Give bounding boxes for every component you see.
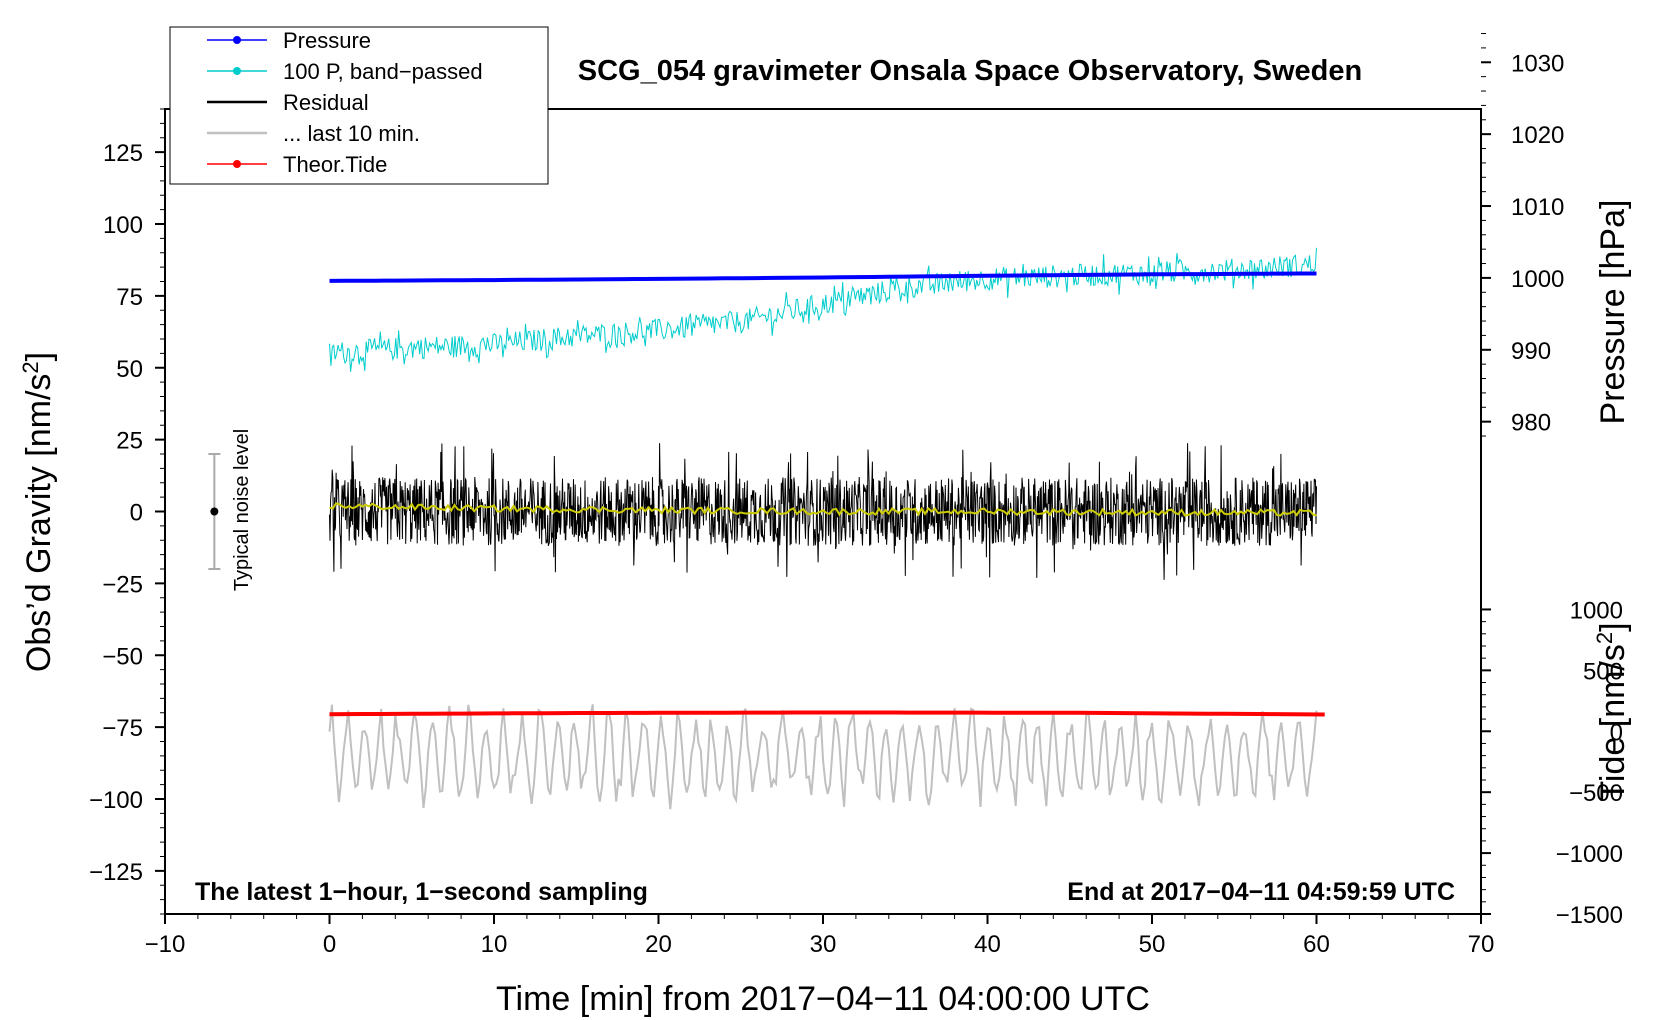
y-tick-label-0: 125: [103, 140, 143, 167]
y-tick-label-8: −75: [102, 715, 143, 742]
y-tick-label-9: −100: [89, 787, 143, 814]
series-bandpassed-line: [329, 247, 1317, 372]
pressure-tick-label-4: 990: [1511, 338, 1551, 365]
y-tick-label-7: −50: [102, 643, 143, 670]
x-tick-label-2: 10: [481, 931, 508, 958]
legend-entry-last10: ... last 10 min.: [207, 121, 420, 146]
y-axis-title-pressure: Pressure [hPa]: [1594, 200, 1632, 425]
noise-label: Typical noise level: [231, 429, 253, 591]
series-tide-line: [329, 710, 1325, 717]
pressure-tick-label-3: 1000: [1511, 266, 1564, 293]
tide-tick-label-4: −1000: [1556, 841, 1623, 868]
x-tick-label-7: 60: [1303, 931, 1330, 958]
legend-label-bandpassed: 100 P, band−passed: [283, 59, 483, 84]
noise-bar-center-dot: [210, 507, 219, 516]
noise-bar: [208, 453, 221, 570]
x-tick-label-0: −10: [145, 931, 186, 958]
x-tick-label-3: 20: [645, 931, 672, 958]
series-residual-smooth-line: [329, 502, 1317, 517]
pressure-tick-label-0: 1030: [1511, 50, 1564, 77]
legend-label-last10: ... last 10 min.: [283, 121, 420, 146]
legend-label-tide: Theor.Tide: [283, 152, 387, 177]
series-last10-line: [328, 704, 1318, 810]
tide-tick-label-1: 500: [1583, 658, 1623, 685]
y-axis-title-tide: Tide [nm/s2]: [1592, 622, 1633, 801]
pressure-tick-label-1: 1020: [1511, 122, 1564, 149]
y-tick-label-6: −25: [102, 571, 143, 598]
tide-tick-label-0: 1000: [1570, 597, 1623, 624]
y-tick-label-3: 50: [116, 356, 143, 383]
x-tick-label-4: 30: [810, 931, 837, 958]
tick-layer: −10 0 10 20 30 40 50 60 701251007550250−25−50−75…: [89, 33, 1623, 958]
tide-tick-label-5: −1500: [1556, 902, 1623, 929]
tide-tick-label-2: 0: [1610, 719, 1623, 746]
x-tick-label-1: 0: [323, 931, 336, 958]
pressure-tick-label-5: 980: [1511, 410, 1551, 437]
annotation-end-time: End at 2017−04−11 04:59:59 UTC: [1067, 878, 1455, 906]
tide-tick-label-3: −500: [1569, 780, 1623, 807]
x-axis-title: Time [min] from 2017−04−11 04:00:00 UTC: [496, 980, 1150, 1018]
chart-title: SCG_054 gravimeter Onsala Space Observat…: [578, 55, 1362, 87]
legend: Pressure 100 P, band−passed Residual ...…: [169, 26, 549, 185]
y-tick-label-1: 100: [103, 212, 143, 239]
series-layer: [328, 247, 1325, 810]
x-tick-label-5: 40: [974, 931, 1001, 958]
y-axis-title-left: Obs’d Gravity [nm/s2]: [18, 352, 59, 672]
series-residual-line: [329, 443, 1317, 580]
legend-label-residual: Residual: [283, 90, 369, 115]
pressure-tick-label-2: 1010: [1511, 194, 1564, 221]
legend-entry-tide: Theor.Tide: [207, 152, 387, 177]
x-tick-label-6: 50: [1139, 931, 1166, 958]
y-tick-label-2: 75: [116, 284, 143, 311]
y-tick-label-5: 0: [130, 500, 143, 527]
annotation-latest-hour: The latest 1−hour, 1−second sampling: [195, 878, 648, 906]
legend-entry-residual: Residual: [207, 90, 369, 115]
legend-box: [169, 26, 549, 185]
legend-label-pressure: Pressure: [283, 28, 371, 53]
legend-marker-bandpassed: [233, 67, 241, 75]
x-tick-label-8: 70: [1468, 931, 1495, 958]
legend-marker-pressure: [233, 36, 241, 44]
y-tick-label-4: 25: [116, 428, 143, 455]
legend-entry-bandpassed: 100 P, band−passed: [207, 59, 483, 84]
legend-marker-tide: [233, 160, 241, 168]
y-tick-label-10: −125: [89, 859, 143, 886]
series-pressure-line: [329, 271, 1317, 283]
legend-entry-pressure: Pressure: [207, 28, 371, 53]
